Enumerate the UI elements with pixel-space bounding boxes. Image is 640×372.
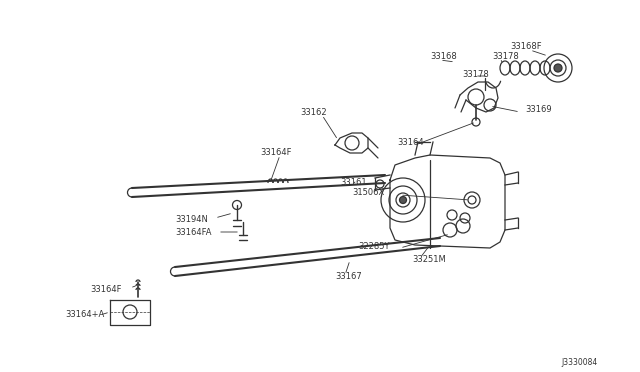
Text: 33178: 33178 (462, 70, 489, 79)
Text: 33164F: 33164F (90, 285, 122, 294)
Text: 33169: 33169 (525, 105, 552, 114)
Text: 33178: 33178 (492, 52, 519, 61)
Text: 33164FA: 33164FA (175, 228, 211, 237)
Text: 33162: 33162 (300, 108, 326, 117)
Text: 33168F: 33168F (510, 42, 541, 51)
Text: 33161: 33161 (340, 178, 367, 187)
Text: 33167: 33167 (335, 272, 362, 281)
Text: 33251M: 33251M (412, 255, 445, 264)
Text: 33164F: 33164F (260, 148, 291, 157)
Text: 33164+A: 33164+A (65, 310, 104, 319)
Text: J3330084: J3330084 (562, 358, 598, 367)
Circle shape (554, 64, 562, 72)
Text: 33164: 33164 (397, 138, 424, 147)
Circle shape (399, 196, 406, 203)
Text: 31506X: 31506X (352, 188, 384, 197)
Text: 32285Y: 32285Y (358, 242, 390, 251)
Text: 33194N: 33194N (175, 215, 208, 224)
Text: 33168: 33168 (430, 52, 457, 61)
